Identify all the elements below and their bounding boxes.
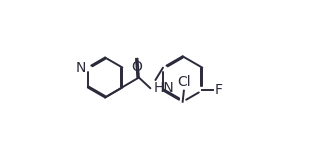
Text: N: N bbox=[75, 60, 86, 75]
Text: HN: HN bbox=[153, 81, 174, 95]
Text: F: F bbox=[215, 83, 223, 97]
Text: O: O bbox=[131, 60, 142, 74]
Text: Cl: Cl bbox=[177, 75, 191, 89]
